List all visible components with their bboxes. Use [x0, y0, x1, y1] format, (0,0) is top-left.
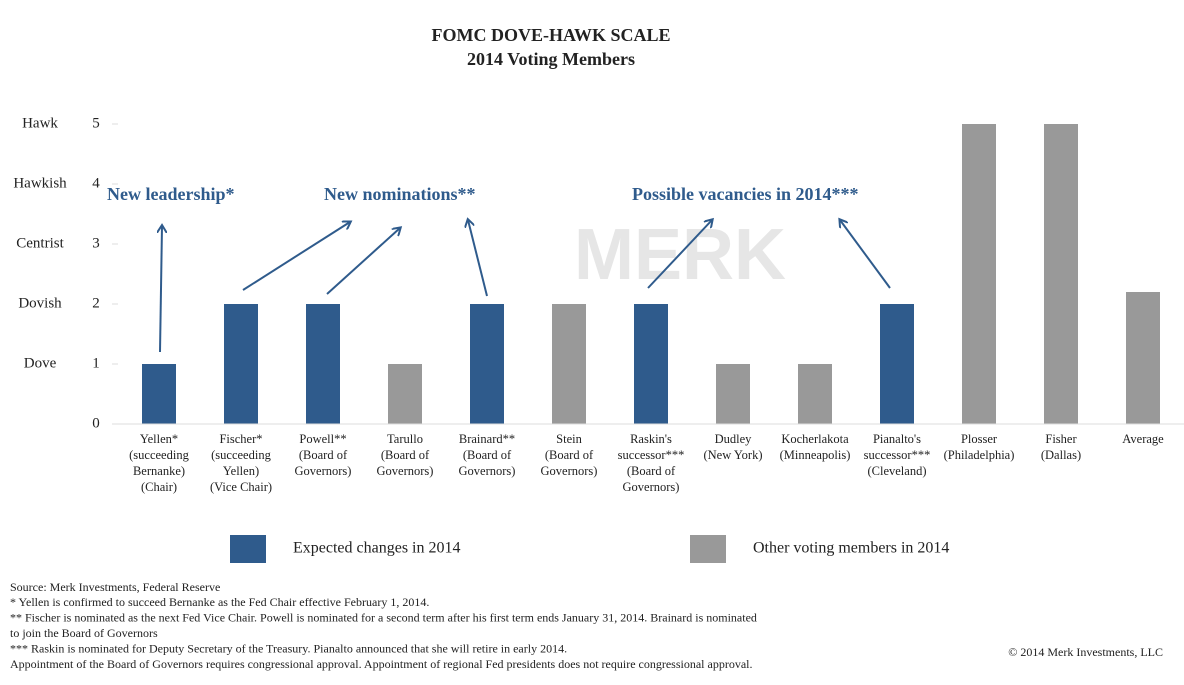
x-tick-line: Tarullo [387, 432, 423, 446]
x-tick-line: Governors) [541, 464, 598, 478]
y-tick-label: 3 [92, 235, 100, 251]
x-tick-line: Fisher [1045, 432, 1077, 446]
footnote: ** Fischer is nominated as the next Fed … [10, 611, 757, 625]
bar [880, 304, 914, 424]
bar [552, 304, 586, 424]
bar [224, 304, 258, 424]
bar [962, 124, 996, 424]
x-tick-line: (Board of [381, 448, 430, 462]
x-tick-line: Plosser [961, 432, 998, 446]
footnote: * Yellen is confirmed to succeed Bernank… [10, 595, 429, 609]
bar [1126, 292, 1160, 424]
legend-swatch [230, 535, 266, 563]
x-tick-line: Dudley [715, 432, 753, 446]
y-tick-label: 5 [92, 115, 100, 131]
chart-subtitle: 2014 Voting Members [467, 49, 635, 69]
x-tick-line: (succeeding [129, 448, 189, 462]
x-tick-line: (Chair) [141, 480, 177, 494]
x-tick-line: Governors) [459, 464, 516, 478]
x-tick-label: Dudley (New York) [703, 432, 762, 462]
bar [388, 364, 422, 424]
footnote: to join the Board of Governors [10, 626, 158, 640]
x-tick-line: Raskin's [630, 432, 672, 446]
x-tick-label: Average [1122, 432, 1164, 446]
x-tick-label: Fisher (Dallas) [1041, 432, 1081, 462]
x-tick-line: Governors) [295, 464, 352, 478]
footnote: Appointment of the Board of Governors re… [10, 657, 752, 671]
x-tick-line: (New York) [703, 448, 762, 462]
bar [470, 304, 504, 424]
x-tick-label: Pianalto's successor*** (Cleveland) [864, 432, 931, 478]
annotation: New nominations** [324, 184, 476, 204]
x-tick-line: Stein [556, 432, 582, 446]
y-tick-label: 0 [92, 415, 100, 431]
x-tick-line: (Board of [299, 448, 348, 462]
x-tick-line: (succeeding [211, 448, 271, 462]
x-tick-line: successor*** [618, 448, 685, 462]
scale-label: Centrist [16, 235, 64, 251]
x-tick-line: Bernanke) [133, 464, 185, 478]
legend-label: Expected changes in 2014 [293, 540, 461, 557]
x-tick-label: Brainard** (Board of Governors) [459, 432, 516, 478]
y-tick-label: 4 [92, 175, 100, 191]
footnote: Source: Merk Investments, Federal Reserv… [10, 580, 220, 594]
x-tick-line: (Minneapolis) [780, 448, 851, 462]
x-tick-label: Kocherlakota (Minneapolis) [780, 432, 851, 462]
arrow [468, 220, 488, 297]
bar [798, 364, 832, 424]
annotation: New leadership* [107, 184, 235, 204]
x-tick-line: Brainard** [459, 432, 515, 446]
annotation: Possible vacancies in 2014*** [632, 184, 859, 204]
x-tick-line: Yellen* [140, 432, 178, 446]
scale-label: Hawk [22, 115, 58, 131]
bar [306, 304, 340, 424]
arrow [647, 220, 712, 289]
legend-swatch [690, 535, 726, 563]
x-tick-label: Raskin's successor*** (Board of Governors) [618, 432, 685, 494]
x-tick-line: Average [1122, 432, 1164, 446]
copyright: © 2014 Merk Investments, LLC [1008, 645, 1163, 659]
x-tick-line: Kocherlakota [781, 432, 849, 446]
x-tick-line: (Dallas) [1041, 448, 1081, 462]
x-tick-line: (Board of [545, 448, 594, 462]
bar [634, 304, 668, 424]
x-tick-line: Governors) [377, 464, 434, 478]
scale-label: Hawkish [13, 175, 67, 191]
x-tick-line: (Philadelphia) [944, 448, 1015, 462]
arrow [326, 228, 400, 295]
chart-title: FOMC DOVE-HAWK SCALE [431, 25, 670, 45]
x-tick-label: Tarullo (Board of Governors) [377, 432, 434, 478]
x-tick-line: Pianalto's [873, 432, 921, 446]
y-tick-label: 2 [92, 295, 100, 311]
x-tick-line: (Board of [463, 448, 512, 462]
x-tick-label: Stein (Board of Governors) [541, 432, 598, 478]
x-tick-line: Yellen) [223, 464, 259, 478]
scale-label: Dove [24, 355, 57, 371]
x-tick-label: Yellen* (succeeding Bernanke) (Chair) [129, 432, 189, 494]
x-tick-line: Fischer* [219, 432, 262, 446]
y-tick-label: 1 [92, 355, 100, 371]
arrows [160, 220, 891, 353]
x-tick-label: Powell** (Board of Governors) [295, 432, 352, 478]
legend-label: Other voting members in 2014 [753, 540, 949, 557]
footnote: *** Raskin is nominated for Deputy Secre… [10, 641, 567, 655]
x-tick-line: Governors) [623, 480, 680, 494]
x-tick-label: Fischer* (succeeding Yellen) (Vice Chair) [210, 432, 272, 494]
arrow [242, 222, 350, 291]
x-tick-line: Powell** [299, 432, 346, 446]
x-tick-line: (Cleveland) [867, 464, 926, 478]
scale-label: Dovish [18, 295, 62, 311]
arrow [840, 220, 891, 289]
arrow [160, 226, 162, 353]
x-tick-line: successor*** [864, 448, 931, 462]
x-tick-label: Plosser (Philadelphia) [944, 432, 1015, 462]
x-tick-line: (Board of [627, 464, 676, 478]
plot [142, 124, 1160, 424]
bar [1044, 124, 1078, 424]
bar [142, 364, 176, 424]
bar [716, 364, 750, 424]
x-tick-line: (Vice Chair) [210, 480, 272, 494]
